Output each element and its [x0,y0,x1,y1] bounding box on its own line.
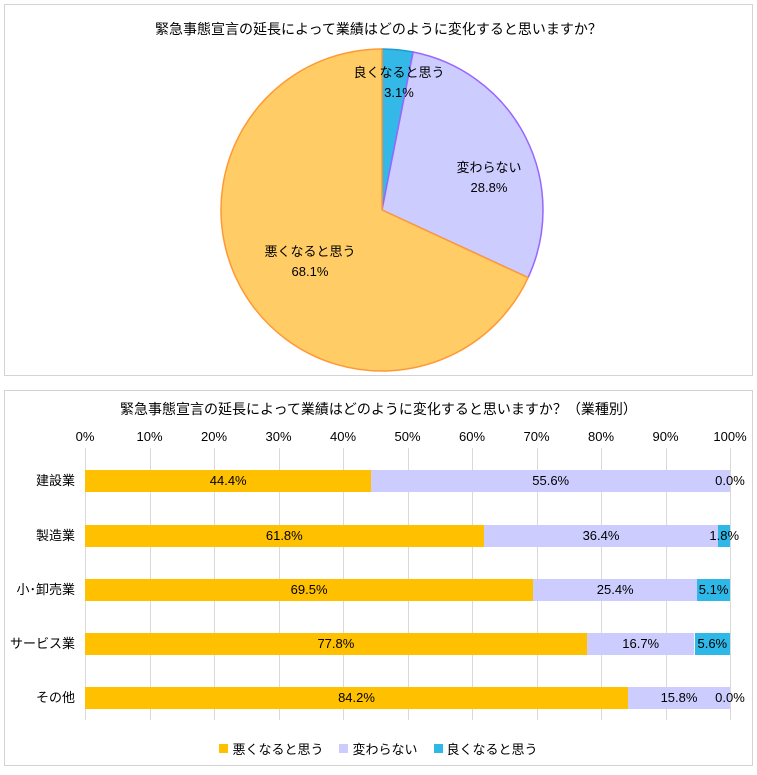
pie-slice-1 [381,51,544,279]
x-axis-tick-label: 20% [200,429,228,444]
pie-slice-value: 28.8% [470,180,508,195]
x-axis-tick-label: 30% [265,429,292,444]
bar-chart-title: 緊急事態宣言の延長によって業績はどのように変化すると思いますか？（業種別） [120,401,637,417]
bar-segment-0 [85,633,587,655]
x-axis-tick-label: 50% [394,429,421,444]
x-axis-tick-label: 60% [458,429,486,444]
bar-chart-panel: 緊急事態宣言の延長によって業績はどのように変化すると思いますか？（業種別） 0%… [4,390,753,766]
bar-value-label: 69.5% [290,582,328,597]
bar-value-label: 0.0% [715,690,745,705]
legend-label: 悪くなると思う [232,742,324,757]
legend-swatch-icon [219,744,229,753]
x-axis-tick-label: 10% [136,429,163,444]
bar-value-label: 84.2% [338,690,375,705]
legend-item: 変わらない [339,739,418,758]
x-axis-tick-label: 70% [523,429,550,444]
pie-slice-2 [220,48,530,372]
legend-label: 変わらない [352,742,418,757]
bar-segment-1 [628,687,730,709]
legend-label: 良くなると思う [446,742,538,757]
bar-plot: 0% 10% 20% 30% 40% 50% 60% 70% 80% 90% 100% 建設業 44.4… [5,391,752,765]
category-label: サービス業 [9,636,75,651]
bar-value-label: 5.1% [698,582,729,597]
bar-segment-0 [85,579,534,601]
bar-segment-0 [85,687,629,709]
bar-value-label: 16.7% [622,636,660,651]
category-label: その他 [35,690,75,705]
bar-value-label: 77.8% [317,636,355,651]
bar-segment-1 [533,579,698,601]
bar-value-label: 5.6% [697,636,728,651]
pie-chart-panel: 緊急事態宣言の延長によって業績はどのように変化すると思いますか？ 良くなると思う… [4,4,753,376]
category-label: 建設業 [35,473,75,488]
bar-segment-1 [586,633,695,655]
pie-chart-title: 緊急事態宣言の延長によって業績はどのように変化すると思いますか？ [155,21,602,37]
bar-segment-0 [85,470,372,492]
bar-segment-1 [483,525,719,547]
pie-slice-name: 良くなると思う [353,65,445,80]
x-axis-tick-label: 0% [75,429,95,444]
legend-swatch-icon [339,744,349,753]
bar-value-label: 44.4% [209,473,247,488]
pie-plot [220,48,544,372]
pie-slice-label: 変わらない 28.8% [456,158,521,198]
pie-slice-label: 悪くなると思う 68.1% [264,242,355,282]
gridline [730,448,731,720]
x-axis-tick-label: 90% [652,429,679,444]
legend-item: 悪くなると思う [219,739,323,758]
pie-slice-name: 悪くなると思う [264,244,356,259]
bar-value-label: 15.8% [660,690,698,705]
bar-value-label: 25.4% [596,582,634,597]
bar-segment-2 [694,633,730,655]
legend: 悪くなると思う 変わらない 良くなると思う [5,739,752,758]
x-axis-tick-label: 80% [587,429,615,444]
bar-value-label: 55.6% [532,473,570,488]
pie-slice-value: 3.1% [384,85,414,100]
category-label: 製造業 [35,528,75,543]
bar-value-label: 36.4% [582,528,620,543]
x-axis-tick-label: 40% [329,429,357,444]
legend-swatch-icon [433,744,443,753]
legend-item: 良くなると思う [433,739,538,758]
bar-segment-2 [697,579,730,601]
bar-segment-2 [718,525,730,547]
bar-segment-1 [371,470,730,492]
bar-value-label: 61.8% [265,528,303,543]
pie-slice-name: 変わらない [456,160,522,175]
bar-value-label: 1.8% [709,528,740,543]
bar-value-label: 0.0% [715,473,745,488]
pie-slice-label: 良くなると思う 3.1% [353,63,444,103]
bar-segment-0 [85,525,484,547]
pie-slice-value: 68.1% [291,264,329,279]
x-axis-tick-label: 100% [713,429,747,444]
category-label: 小･卸売業 [16,582,75,597]
